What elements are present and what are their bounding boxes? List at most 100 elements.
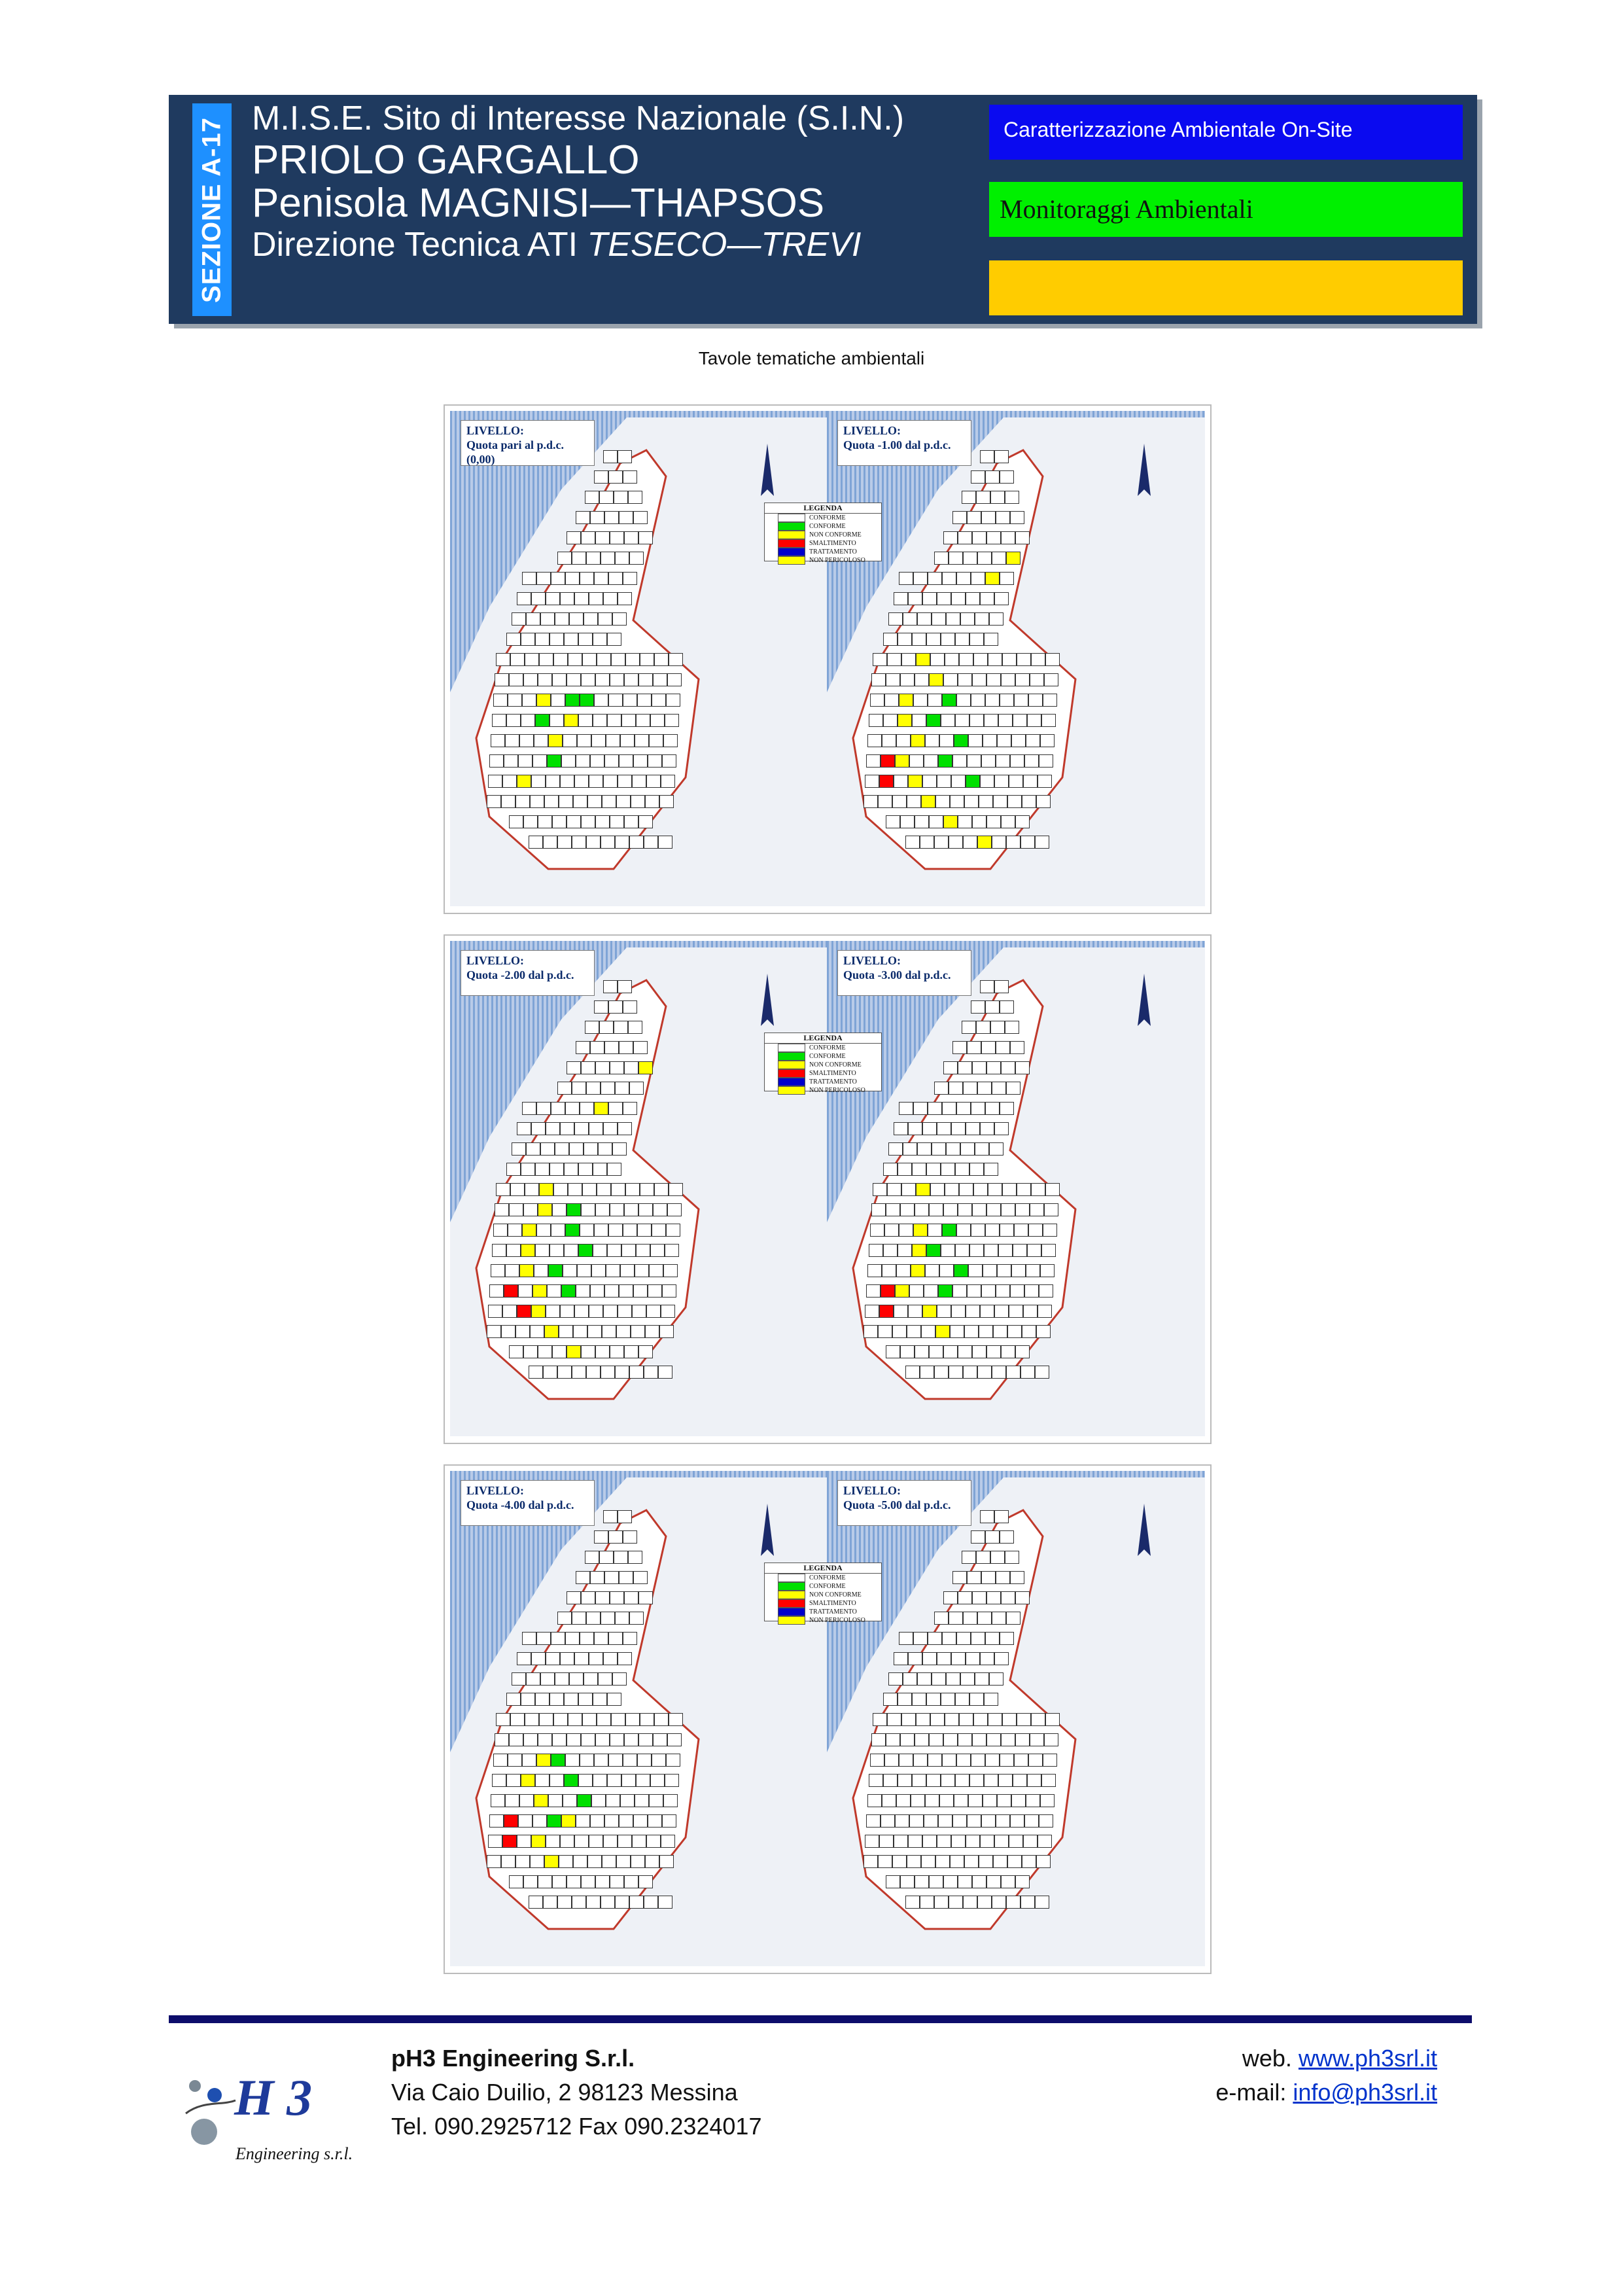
grid-cell (526, 1142, 540, 1156)
grid-cell (926, 633, 941, 646)
grid-cell (535, 1163, 550, 1176)
web-link[interactable]: www.ph3srl.it (1298, 2045, 1437, 2072)
grid-cell (985, 1632, 1000, 1645)
grid-cell (968, 1264, 983, 1277)
grid-cell (665, 1244, 679, 1257)
grid-cell (949, 1612, 963, 1625)
map-title-line-2: Quota -5.00 dal p.d.c. (843, 1498, 951, 1511)
grid-cell (624, 1061, 638, 1074)
grid-cell (637, 1224, 652, 1237)
map-level-title: LIVELLO: Quota -1.00 dal p.d.c. (837, 420, 971, 466)
grid-cell (615, 1082, 629, 1095)
grid-cell (980, 1835, 994, 1848)
logo-subtitle: Engineering s.r.l. (235, 2144, 353, 2163)
grid-cell (921, 1325, 935, 1338)
grid-cell (522, 1632, 536, 1645)
grid-cell (551, 1102, 565, 1115)
grid-cell (648, 754, 662, 768)
grid-cell (980, 450, 994, 463)
grid-cell (1040, 1264, 1055, 1277)
grid-cell (595, 1875, 610, 1888)
grid-cell (983, 734, 997, 747)
grid-cell (544, 795, 559, 808)
grid-cell (568, 653, 582, 666)
logo-dot-1-icon (189, 2080, 201, 2092)
map-title-line-1: LIVELLO: (466, 954, 525, 967)
grid-cell (980, 980, 994, 993)
grid-cell (866, 1814, 881, 1828)
grid-cell (955, 633, 969, 646)
grid-cell (619, 511, 633, 524)
grid-cell (951, 1652, 966, 1665)
grid-cell (662, 1284, 676, 1298)
grid-cell (963, 1896, 977, 1909)
grid-cell (898, 633, 912, 646)
grid-cell (595, 673, 610, 686)
grid-cell (934, 1366, 949, 1379)
grid-cell (886, 1203, 900, 1216)
grid-cell (602, 795, 616, 808)
grid-cell (942, 694, 956, 707)
email-label: e-mail: (1215, 2079, 1287, 2106)
grid-cell (535, 633, 550, 646)
grid-cell (879, 1305, 894, 1318)
grid-cell (899, 1632, 913, 1645)
grid-cell (887, 653, 901, 666)
grid-cell (508, 694, 522, 707)
grid-cell (984, 714, 998, 727)
grid-cell (616, 1855, 631, 1868)
grid-cell (1006, 1612, 1021, 1625)
grid-cell (589, 1652, 603, 1665)
grid-cell (623, 1530, 637, 1544)
grid-cell (1028, 694, 1043, 707)
grid-cell (971, 572, 985, 585)
grid-cell (509, 1733, 523, 1746)
grid-cell (663, 1264, 678, 1277)
grid-cell (1015, 1203, 1030, 1216)
grid-cell (536, 1632, 551, 1645)
grid-cell (601, 1082, 615, 1095)
grid-cell (649, 734, 663, 747)
grid-cell (645, 795, 659, 808)
grid-cell (913, 1224, 928, 1237)
grid-cell (967, 754, 981, 768)
grid-cell (610, 1875, 624, 1888)
grid-cell (986, 673, 1001, 686)
grid-cell (553, 1713, 568, 1726)
grid-cell (538, 1345, 552, 1358)
grid-cell (934, 552, 949, 565)
grid-cell (975, 1672, 989, 1686)
grid-cell (534, 734, 548, 747)
grid-cell (958, 673, 972, 686)
header-line-4-prefix: Direzione Tecnica ATI (252, 226, 587, 264)
grid-cell (958, 1061, 972, 1074)
grid-cell (587, 1325, 602, 1338)
grid-cell (1023, 775, 1038, 788)
grid-cell (1015, 673, 1030, 686)
north-arrow-icon (1138, 444, 1151, 496)
grid-cell (517, 775, 531, 788)
grid-cell (631, 1325, 645, 1338)
email-link[interactable]: info@ph3srl.it (1293, 2079, 1437, 2106)
grid-cell (650, 1774, 665, 1787)
grid-cell (595, 1591, 610, 1604)
legend-swatch (778, 556, 805, 565)
grid-cell (973, 653, 988, 666)
grid-cell (623, 1224, 637, 1237)
grid-cell (601, 1366, 615, 1379)
grid-cell (598, 1142, 612, 1156)
grid-cell (945, 1713, 959, 1726)
grid-cell (648, 1284, 662, 1298)
grid-cell (888, 1142, 903, 1156)
grid-cell (595, 1061, 610, 1074)
grid-cell (966, 1652, 980, 1665)
grid-cell (638, 531, 653, 544)
grid-cell (629, 836, 644, 849)
grid-cell (894, 775, 908, 788)
grid-cell (667, 673, 682, 686)
grid-cell (925, 1264, 939, 1277)
grid-cell (996, 1571, 1010, 1584)
grid-cell (946, 1142, 960, 1156)
grid-cell (1044, 1733, 1058, 1746)
grid-cell (519, 1264, 534, 1277)
